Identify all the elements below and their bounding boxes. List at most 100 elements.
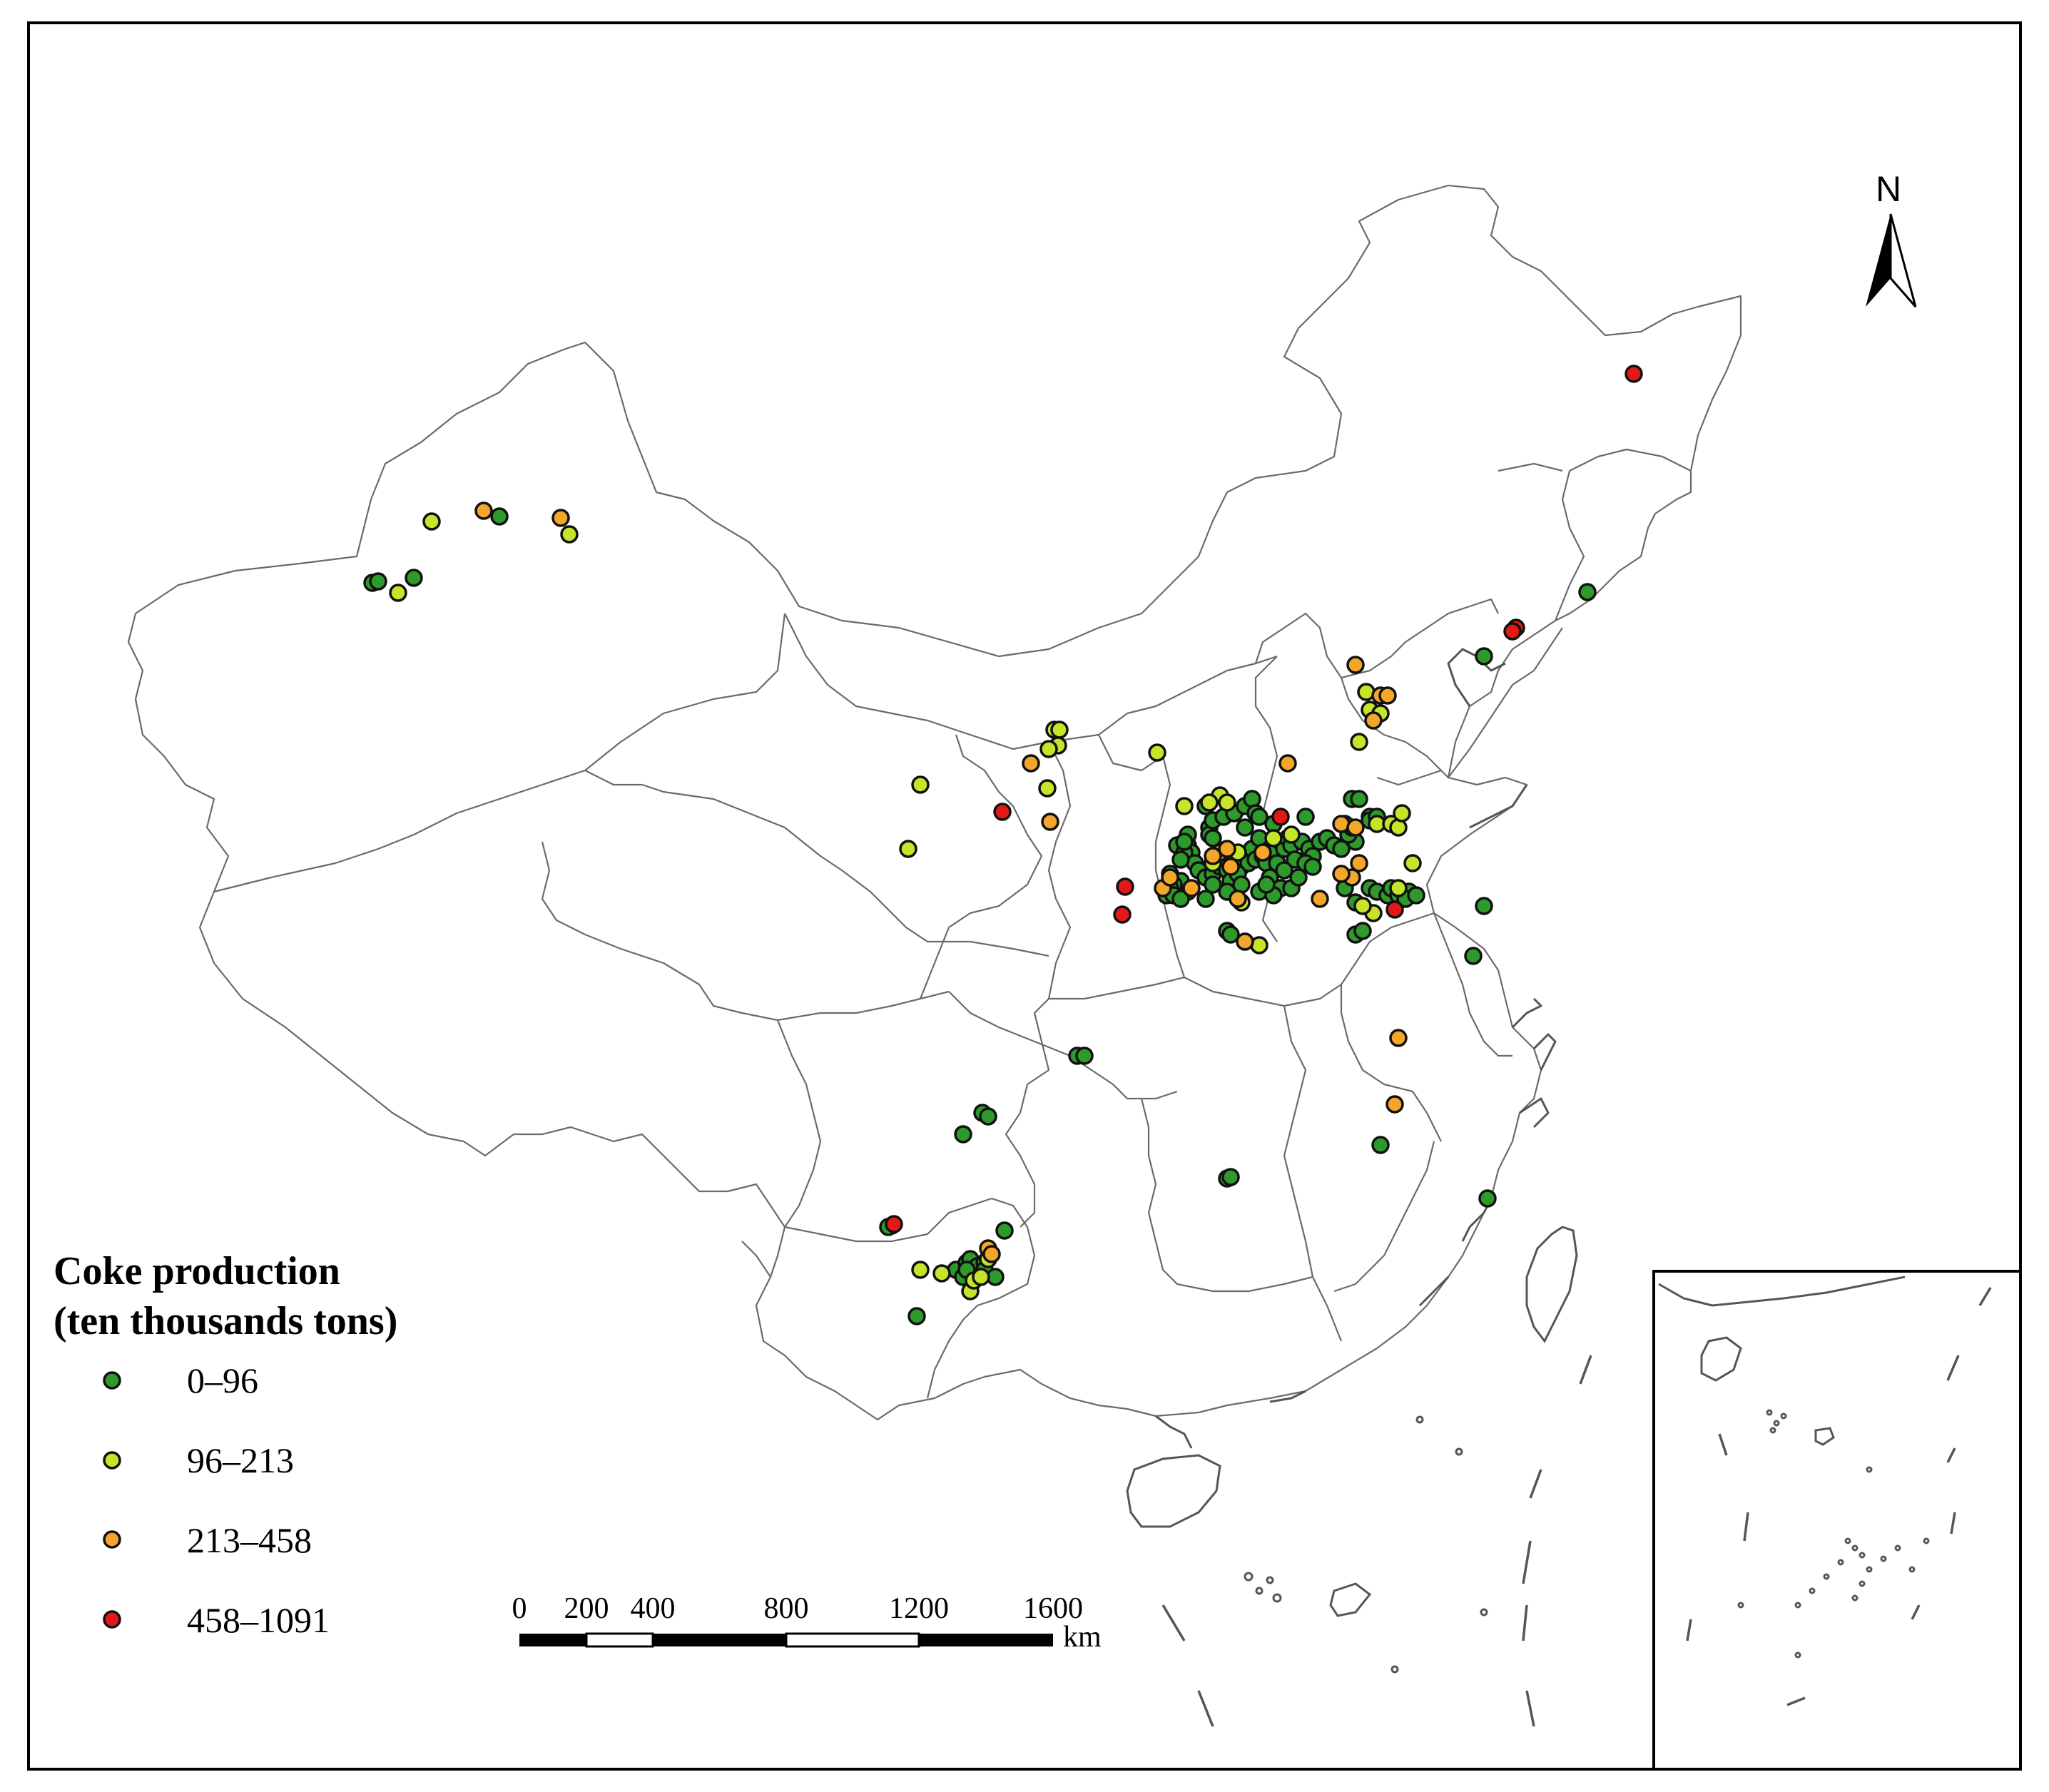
plant-point-class-1 xyxy=(1289,868,1308,887)
plant-point-class-1 xyxy=(1221,925,1240,944)
plant-point-class-3 xyxy=(982,1245,1001,1263)
plant-point-class-2 xyxy=(1282,825,1301,844)
scale-segment-2 xyxy=(585,1632,654,1648)
plant-point-class-1 xyxy=(1478,1189,1497,1208)
plant-point-class-3 xyxy=(1236,932,1254,951)
plant-point-class-3 xyxy=(1386,1095,1404,1114)
plant-point-class-2 xyxy=(1403,854,1422,872)
plant-point-class-1 xyxy=(1204,829,1222,847)
legend-label-class-4: 458–1091 xyxy=(187,1600,330,1640)
plant-point-class-2 xyxy=(1350,733,1368,751)
plant-point-class-2 xyxy=(1389,879,1408,897)
plant-point-class-2 xyxy=(972,1268,990,1286)
plant-point-class-1 xyxy=(1350,790,1368,808)
plant-point-class-3 xyxy=(1389,1029,1408,1047)
scale-unit: km xyxy=(1063,1621,1102,1654)
china-outline xyxy=(127,184,1742,1421)
plant-point-class-2 xyxy=(932,1264,951,1283)
plant-point-class-3 xyxy=(1161,868,1179,887)
north-arrow: N xyxy=(1866,169,1917,307)
plant-point-class-1 xyxy=(490,507,509,526)
plant-point-class-2 xyxy=(422,512,441,531)
legend-label-class-3: 213–458 xyxy=(187,1520,312,1560)
plant-point-class-3 xyxy=(1204,847,1222,865)
plant-point-class-1 xyxy=(1303,857,1322,876)
plant-point-class-2 xyxy=(1148,743,1166,762)
plant-point-class-1 xyxy=(1257,875,1276,894)
inset-south-china-sea xyxy=(1652,1270,2022,1771)
plant-point-class-3 xyxy=(1182,879,1201,897)
plant-point-class-2 xyxy=(911,775,930,794)
plant-point-class-2 xyxy=(911,1261,930,1279)
islands xyxy=(1126,1226,1578,1674)
plant-point-class-2 xyxy=(1353,897,1372,915)
north-arrow-icon xyxy=(1866,214,1891,307)
plant-point-class-1 xyxy=(1221,1168,1240,1186)
plant-point-class-1 xyxy=(954,1125,972,1144)
plant-point-class-1 xyxy=(1475,647,1493,666)
scale-tick-400: 400 xyxy=(631,1592,676,1625)
plant-point-class-3 xyxy=(1041,813,1059,831)
scale-tick-800: 800 xyxy=(764,1592,809,1625)
plant-point-class-1 xyxy=(1171,850,1190,869)
plant-point-class-1 xyxy=(1296,808,1315,826)
scale-bar: 0 200 400 800 1200 1600 km xyxy=(512,1592,1102,1654)
plant-point-class-2 xyxy=(899,840,917,858)
plant-point-class-1 xyxy=(1275,861,1293,880)
province-borders xyxy=(127,184,1742,1421)
plant-point-class-2 xyxy=(1264,829,1283,847)
plant-point-class-2 xyxy=(1039,740,1058,758)
plant-point-class-3 xyxy=(551,509,570,527)
plant-point-class-1 xyxy=(1175,833,1194,851)
plant-point-class-1 xyxy=(1196,890,1215,908)
scale-segment-4 xyxy=(785,1632,920,1648)
plant-point-class-3 xyxy=(1346,656,1365,674)
plant-point-class-2 xyxy=(1038,779,1057,798)
scale-segment-1 xyxy=(519,1634,586,1646)
plant-point-class-3 xyxy=(1221,857,1240,876)
plant-point-class-4 xyxy=(1116,877,1134,896)
legend-title-line2: (ten thousands tons) xyxy=(54,1299,397,1343)
legend-swatch-class-1 xyxy=(103,1371,121,1390)
plant-point-class-1 xyxy=(1475,897,1493,915)
plant-point-class-1 xyxy=(1075,1047,1094,1065)
plant-point-class-3 xyxy=(1378,686,1397,705)
scale-segment-5 xyxy=(919,1634,1053,1646)
plant-point-class-1 xyxy=(979,1107,997,1126)
legend-swatch-class-2 xyxy=(103,1451,121,1470)
scale-tick-200: 200 xyxy=(564,1592,609,1625)
plant-point-class-1 xyxy=(1204,875,1222,894)
coke-plant-points xyxy=(363,365,1643,1325)
plant-point-class-4 xyxy=(993,803,1012,821)
plant-point-class-4 xyxy=(1113,905,1132,924)
scale-tick-1600: 1600 xyxy=(1023,1592,1083,1625)
plant-point-class-1 xyxy=(1578,583,1597,601)
plant-point-class-3 xyxy=(474,502,493,520)
hainan-island xyxy=(1126,1454,1221,1528)
legend-swatch-class-4 xyxy=(103,1610,121,1629)
plant-point-class-3 xyxy=(1350,854,1368,872)
plant-point-class-4 xyxy=(1386,900,1404,919)
plant-point-class-3 xyxy=(1229,890,1247,908)
plant-point-class-4 xyxy=(1271,808,1290,826)
plant-point-class-2 xyxy=(389,584,407,602)
plant-point-class-1 xyxy=(1464,947,1483,965)
plant-point-class-1 xyxy=(1332,840,1351,858)
plant-point-class-3 xyxy=(1254,843,1272,862)
legend: Coke production (ten thousands tons) 0–9… xyxy=(54,1249,397,1640)
scale-tick-0: 0 xyxy=(512,1592,527,1625)
plant-point-class-1 xyxy=(995,1221,1014,1240)
legend-label-class-2: 96–213 xyxy=(187,1440,294,1480)
plant-point-class-1 xyxy=(1371,1136,1390,1154)
plant-point-class-2 xyxy=(1175,797,1194,815)
plant-point-class-1 xyxy=(1407,886,1425,905)
plant-point-class-3 xyxy=(1311,890,1329,908)
plant-point-class-3 xyxy=(1346,818,1365,837)
plant-point-class-1 xyxy=(1353,922,1372,940)
legend-swatch-class-3 xyxy=(103,1530,121,1549)
north-label: N xyxy=(1876,169,1901,209)
north-arrow-outline xyxy=(1889,213,1917,307)
plant-point-class-4 xyxy=(1503,622,1522,641)
taiwan-island xyxy=(1525,1226,1578,1343)
